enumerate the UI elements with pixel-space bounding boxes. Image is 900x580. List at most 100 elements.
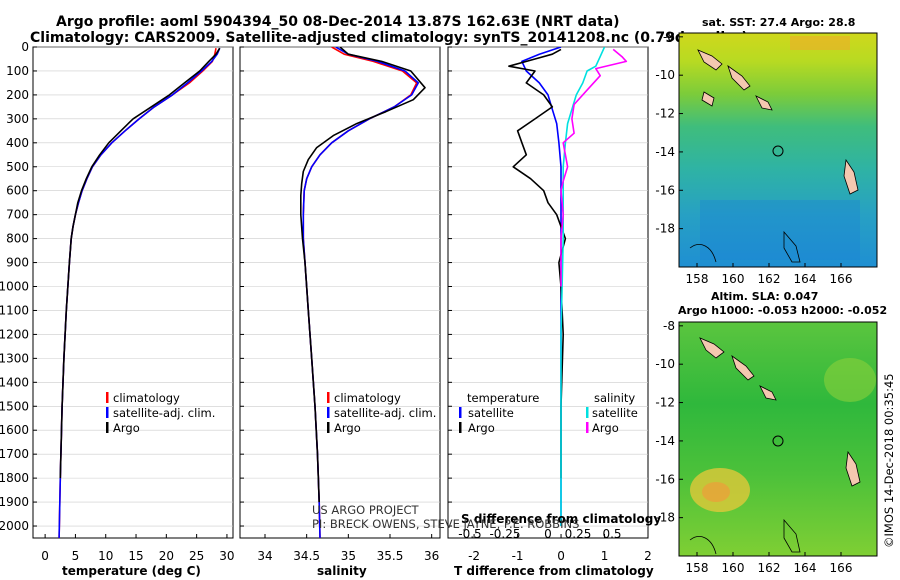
- depth-tick-label: 700: [6, 208, 29, 222]
- depth-tick-label: 1700: [0, 447, 29, 461]
- map-lon-label: 164: [794, 272, 817, 286]
- map-lon-label: 166: [830, 272, 853, 286]
- legend-temperature: climatology satellite-adj. clim. Argo: [106, 391, 215, 435]
- island-shape: [845, 450, 861, 487]
- island-shape: [843, 158, 859, 195]
- xlabel-salinity: salinity: [317, 564, 367, 578]
- x-tick-label: -2: [468, 549, 480, 563]
- island-shape: [759, 385, 777, 401]
- legend-swatch-satellite: [327, 407, 330, 418]
- legend-swatch-argo: [106, 422, 109, 433]
- credit-line-2: PI: BRECK OWENS, STEVE JAYNE, P.E. ROBBI…: [312, 517, 579, 531]
- depth-tick-label: 1800: [0, 471, 29, 485]
- depth-tick-label: 1300: [0, 351, 29, 365]
- depth-gridlines: [33, 46, 648, 527]
- s-diff-tick-label: 0: [544, 527, 552, 541]
- legend-swatch-s-satellite: [586, 407, 589, 418]
- xlabel-s-difference: S difference from climatology: [461, 512, 661, 526]
- island-shape: [755, 95, 773, 111]
- x-axis-ticks: 0 5 10 15 20 25 30 34 34.5 35 35.5 36 -2 -1 0 1 2: [41, 534, 652, 563]
- depth-tick-label: 400: [6, 136, 29, 150]
- series-line: [59, 47, 221, 479]
- x-tick-label: 36: [424, 549, 439, 563]
- legend-label-satellite: satellite-adj. clim.: [113, 406, 215, 420]
- depth-tick-label: 1400: [0, 375, 29, 389]
- x-tick-label: 20: [159, 549, 174, 563]
- s-difference-ticks: -0.5 -0.25 0 0.25 0.5: [458, 527, 621, 541]
- map-lon-label: 158: [686, 272, 709, 286]
- depth-tick-label: 100: [6, 64, 29, 78]
- legend-difference: temperature salinity satellite Argo sate…: [459, 391, 638, 435]
- panel-difference-frame: [447, 46, 649, 539]
- depth-tick-label: 300: [6, 112, 29, 126]
- legend-salinity: climatology satellite-adj. clim. Argo: [327, 391, 436, 435]
- s-diff-tick-label: -0.25: [489, 527, 520, 541]
- map-lon-label: 164: [794, 561, 817, 575]
- depth-tick-label: 900: [6, 256, 29, 270]
- x-tick-label: 0: [41, 549, 49, 563]
- legend-swatch-climatology: [106, 392, 109, 403]
- legend-label-climatology: climatology: [334, 391, 401, 405]
- map-lat-label: -18: [655, 222, 675, 236]
- legend-label-t-argo: Argo: [468, 421, 495, 435]
- map-lon-label: 160: [722, 272, 745, 286]
- legend-swatch-satellite: [106, 407, 109, 418]
- salinity-series: [299, 47, 426, 538]
- map-bottom-title-2: Argo h1000: -0.053 h2000: -0.052: [678, 304, 887, 317]
- x-tick-label: 2: [644, 549, 652, 563]
- argo-location-marker: [772, 435, 784, 447]
- legend-head-salinity: salinity: [594, 391, 635, 405]
- difference-series: [508, 47, 628, 526]
- x-tick-label: 30: [219, 549, 234, 563]
- depth-tick-label: 2000: [0, 519, 29, 533]
- s-diff-tick-label: -0.5: [458, 527, 481, 541]
- depth-tick-label: 500: [6, 160, 29, 174]
- map-lat-label: -12: [655, 396, 675, 410]
- depth-tick-label: 1100: [0, 303, 29, 317]
- depth-tick-label: 1900: [0, 495, 29, 509]
- depth-tick-label: 600: [6, 184, 29, 198]
- sst-field: [679, 33, 877, 267]
- island-shape: [727, 64, 751, 91]
- legend-swatch-climatology: [327, 392, 330, 403]
- map-lat-label: -16: [655, 183, 675, 197]
- legend-label-s-satellite: satellite: [592, 406, 638, 420]
- x-tick-label: 1: [601, 549, 609, 563]
- reef-contour: [689, 244, 717, 263]
- legend-label-s-argo: Argo: [592, 421, 619, 435]
- legend-label-climatology: climatology: [113, 391, 180, 405]
- island-shape: [701, 91, 715, 107]
- map-lat-label: -14: [655, 145, 675, 159]
- x-tick-label: 10: [98, 549, 113, 563]
- legend-swatch-t-satellite: [459, 407, 462, 418]
- sla-field: [679, 322, 877, 556]
- panel-temperature-frame: [32, 46, 234, 539]
- map-lon-label: 166: [830, 561, 853, 575]
- argo-location-marker: [772, 145, 784, 157]
- legend-swatch-s-argo: [586, 422, 589, 433]
- map-lat-label: -8: [663, 319, 675, 333]
- series-line: [508, 48, 567, 479]
- sst-cool-patch: [700, 200, 860, 260]
- x-tick-label: 0: [557, 549, 565, 563]
- depth-tick-label: 0: [21, 40, 29, 54]
- map-lat-label: -8: [663, 30, 675, 44]
- s-diff-tick-label: 0.25: [565, 527, 592, 541]
- sst-map-frame: [678, 32, 878, 268]
- map-lat-label: -10: [655, 357, 675, 371]
- island-shape: [699, 337, 725, 359]
- sst-map: [678, 32, 878, 268]
- sla-map-ticks: 158 160 162 164 166 -8 -10 -12 -14 -16 -18: [655, 319, 852, 575]
- sla-patch: [824, 358, 876, 402]
- series-line: [560, 48, 628, 287]
- sla-map: [678, 321, 878, 557]
- x-tick-label: 35.5: [377, 549, 404, 563]
- map-lat-label: -10: [655, 68, 675, 82]
- sla-high-core: [702, 482, 730, 502]
- x-tick-label: 5: [72, 549, 80, 563]
- island-shape: [731, 354, 755, 381]
- reef-contour: [689, 536, 717, 555]
- s-diff-tick-label: 0.5: [602, 527, 621, 541]
- depth-tick-label: 1000: [0, 280, 29, 294]
- title-line-1: Argo profile: aoml 5904394_50 08-Dec-201…: [56, 14, 620, 30]
